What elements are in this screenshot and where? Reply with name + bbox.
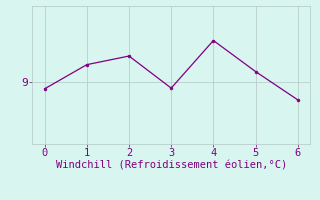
X-axis label: Windchill (Refroidissement éolien,°C): Windchill (Refroidissement éolien,°C) bbox=[56, 161, 287, 171]
